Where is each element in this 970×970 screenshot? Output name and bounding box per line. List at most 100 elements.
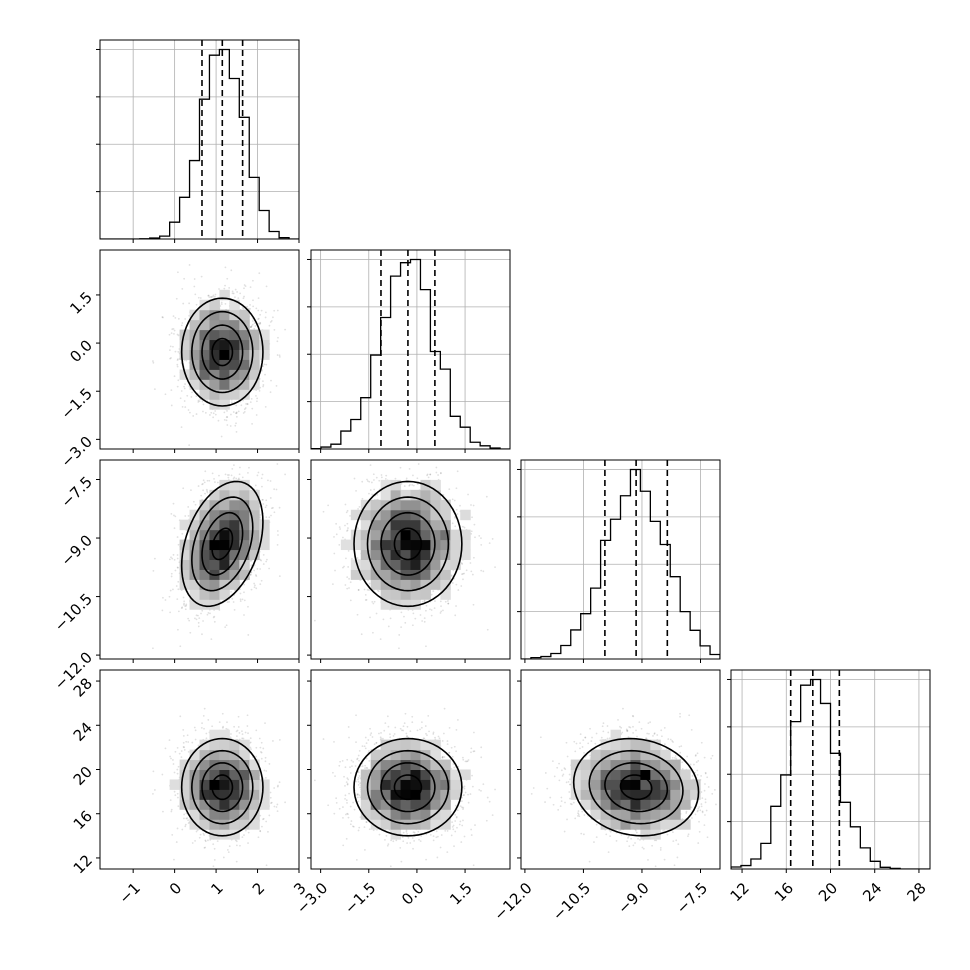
density-cell — [189, 309, 200, 321]
contour-level-1 — [201, 324, 244, 380]
sample-point — [250, 571, 253, 574]
density-cell — [189, 319, 200, 331]
density-cell — [209, 509, 220, 521]
sample-point — [256, 397, 259, 400]
sample-point — [251, 279, 254, 282]
sample-point — [250, 559, 253, 562]
sample-point — [261, 473, 264, 476]
sample-point — [183, 602, 185, 605]
sample-point — [250, 588, 253, 591]
sample-point — [235, 415, 238, 418]
sample-point — [172, 502, 175, 505]
sample-point — [232, 411, 235, 413]
density-cell — [219, 369, 230, 380]
sample-point — [224, 303, 227, 305]
density-cell — [219, 569, 230, 580]
sample-point — [491, 538, 494, 540]
sample-point — [177, 358, 179, 361]
density-cell — [209, 589, 220, 600]
sample-point — [258, 272, 261, 275]
sample-point — [193, 285, 196, 288]
sample-point — [276, 463, 279, 465]
sample-point — [242, 399, 244, 402]
sample-point — [234, 424, 237, 427]
sample-point — [197, 621, 200, 624]
sample-point — [363, 588, 366, 591]
y-tick-label: −1.5 — [58, 385, 96, 423]
density-cell — [199, 569, 210, 580]
sample-point — [246, 305, 249, 308]
sample-point — [334, 569, 336, 572]
sample-point — [198, 400, 201, 403]
density-cell — [229, 519, 240, 531]
sample-point — [169, 357, 172, 360]
sample-point — [273, 511, 276, 514]
sample-point — [394, 477, 397, 480]
density-cell — [209, 519, 220, 531]
contour-level-0 — [211, 337, 234, 367]
sample-point — [176, 598, 179, 601]
scatter-panel-1-0: −3.0−1.50.01.5 — [58, 249, 300, 471]
density-cell — [189, 589, 200, 600]
sample-point — [212, 412, 215, 415]
sample-point — [223, 411, 226, 414]
sample-point — [276, 354, 279, 356]
sample-point — [260, 579, 263, 582]
sample-point — [152, 361, 155, 364]
density-cell — [209, 489, 220, 501]
sample-point — [247, 634, 250, 636]
sample-point — [251, 323, 254, 326]
density-cell — [219, 389, 230, 400]
sample-point — [211, 472, 214, 475]
sample-point — [197, 399, 200, 402]
density-cell — [189, 569, 200, 580]
sample-point — [235, 412, 237, 415]
sample-point — [164, 393, 167, 396]
y-tick-label: −10.5 — [51, 590, 96, 635]
sample-point — [225, 416, 228, 418]
density-cell — [199, 309, 210, 321]
y-tick-label: −7.5 — [58, 473, 96, 511]
sample-point — [465, 569, 468, 572]
sample-point — [239, 598, 242, 601]
density-cell — [219, 399, 230, 410]
density-cell — [259, 349, 270, 360]
sample-point — [421, 620, 424, 622]
sample-point — [273, 488, 276, 491]
sample-point — [189, 411, 191, 414]
sample-point — [173, 559, 176, 561]
sample-point — [257, 317, 260, 320]
sample-point — [455, 605, 457, 607]
sample-point — [260, 559, 263, 562]
sample-point — [249, 573, 252, 576]
y-tick-label: 0.0 — [66, 336, 96, 366]
sample-point — [225, 624, 228, 627]
sample-point — [463, 572, 466, 575]
sample-point — [237, 297, 240, 300]
sample-point — [264, 506, 267, 509]
sample-point — [195, 413, 198, 415]
sample-point — [239, 452, 241, 454]
density-cell — [239, 379, 250, 390]
sample-point — [193, 278, 196, 280]
sample-point — [435, 466, 438, 469]
sample-point — [243, 599, 246, 602]
sample-point — [276, 340, 279, 343]
sample-point — [200, 275, 203, 278]
sample-point — [278, 575, 281, 578]
density-cell — [229, 359, 240, 370]
sample-point — [423, 620, 426, 623]
sample-point — [181, 322, 184, 324]
sample-point — [342, 566, 344, 569]
contour-level-1 — [201, 511, 244, 576]
sample-point — [416, 483, 419, 486]
sample-point — [184, 318, 187, 320]
sample-point — [258, 452, 260, 454]
density-cell — [199, 369, 210, 380]
density-cell — [219, 589, 230, 600]
sample-point — [218, 474, 220, 477]
sample-point — [269, 321, 272, 323]
sample-point — [194, 503, 197, 506]
sample-point — [259, 386, 262, 389]
sample-point — [153, 388, 156, 391]
